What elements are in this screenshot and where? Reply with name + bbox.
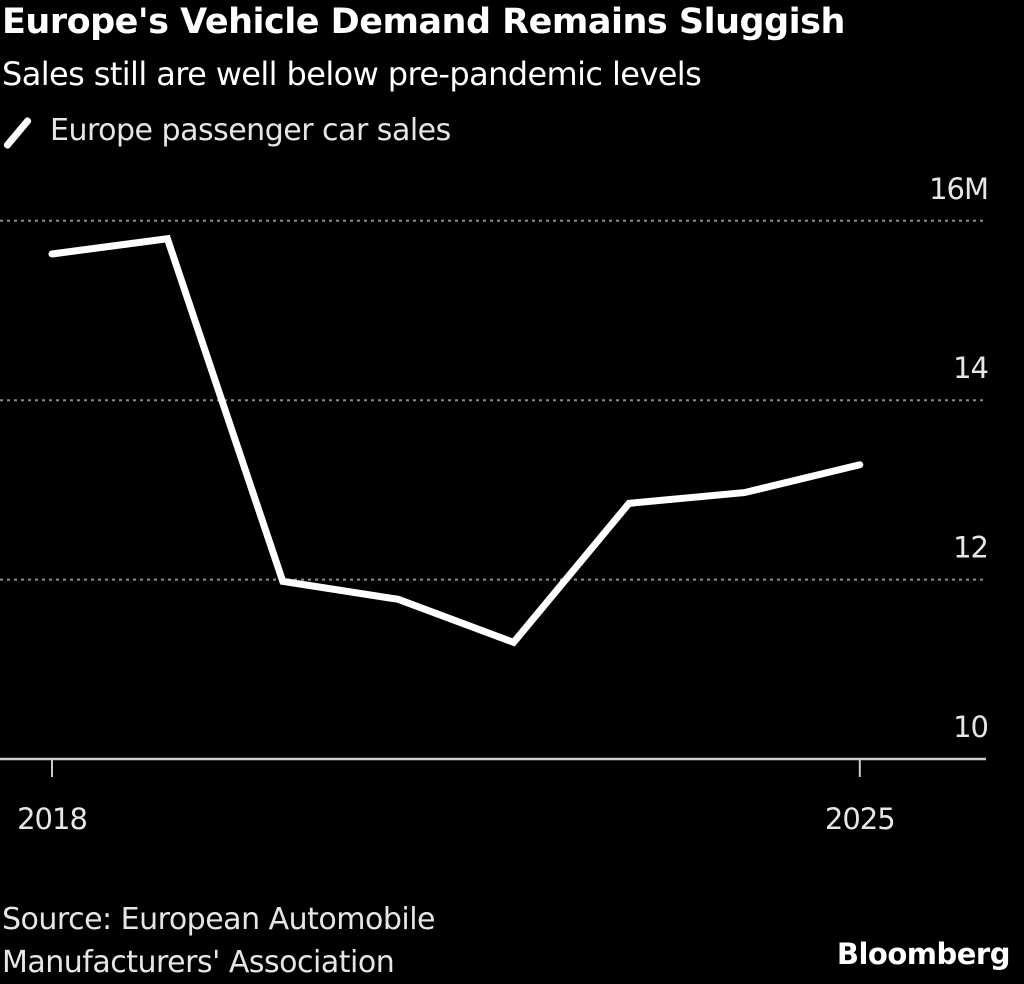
y-tick-label: 12 xyxy=(953,531,988,565)
y-tick-label: 10 xyxy=(953,710,988,744)
bloomberg-logo: Bloomberg xyxy=(837,937,1010,971)
source-note: Source: European Automobile Manufacturer… xyxy=(2,898,435,984)
legend-line-icon xyxy=(2,114,32,148)
y-tick-label: 14 xyxy=(953,351,988,385)
legend: Europe passenger car sales xyxy=(2,113,451,148)
legend-label: Europe passenger car sales xyxy=(50,113,451,148)
series-line xyxy=(52,239,860,643)
x-tick-label: 2025 xyxy=(825,802,895,836)
source-line-1: Source: European Automobile xyxy=(2,898,435,941)
y-tick-label: 16M xyxy=(929,172,988,206)
x-tick-label: 2018 xyxy=(17,802,87,836)
chart-title: Europe's Vehicle Demand Remains Sluggish xyxy=(2,2,845,42)
source-line-2: Manufacturers' Association xyxy=(2,941,435,984)
chart-subtitle: Sales still are well below pre-pandemic … xyxy=(2,55,701,93)
line-chart: 10 12 14 16M 2018 2025 xyxy=(0,160,1024,860)
